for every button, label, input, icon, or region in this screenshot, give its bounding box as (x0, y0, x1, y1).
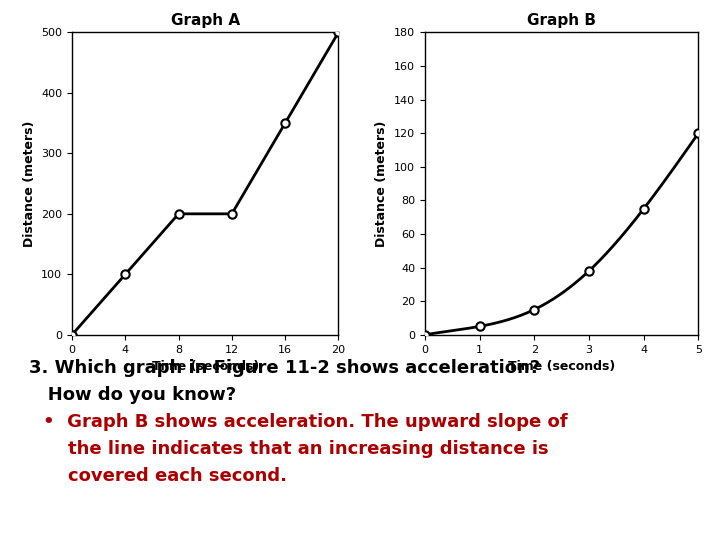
X-axis label: Time (seconds): Time (seconds) (508, 360, 615, 373)
Title: Graph A: Graph A (171, 14, 240, 29)
X-axis label: Time (seconds): Time (seconds) (152, 360, 258, 373)
Text: •  Graph B shows acceleration. The upward slope of: • Graph B shows acceleration. The upward… (43, 413, 568, 431)
Text: 3. Which graph in Figure 11-2 shows acceleration?: 3. Which graph in Figure 11-2 shows acce… (29, 359, 540, 377)
Y-axis label: Distance (meters): Distance (meters) (22, 120, 35, 247)
Text: covered each second.: covered each second. (43, 467, 287, 485)
Text: How do you know?: How do you know? (29, 386, 236, 404)
Y-axis label: Distance (meters): Distance (meters) (375, 120, 388, 247)
Title: Graph B: Graph B (527, 14, 596, 29)
Text: the line indicates that an increasing distance is: the line indicates that an increasing di… (43, 440, 549, 458)
